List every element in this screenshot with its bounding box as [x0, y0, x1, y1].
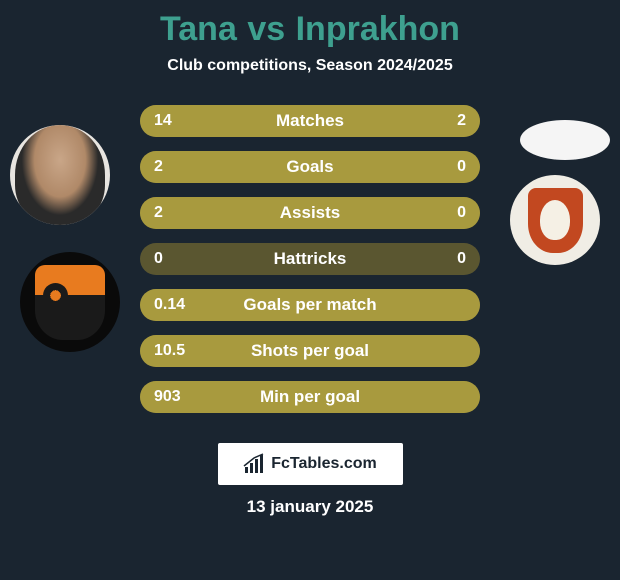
stat-label: Min per goal: [260, 387, 360, 407]
subtitle: Club competitions, Season 2024/2025: [0, 57, 620, 75]
stat-row: 903 Min per goal: [140, 381, 480, 413]
fctables-logo-text: FcTables.com: [271, 455, 377, 473]
stat-label: Goals: [286, 157, 333, 177]
fctables-logo[interactable]: FcTables.com: [218, 443, 403, 485]
player2-club-badge: [510, 175, 600, 265]
club-badge-icon: [35, 265, 105, 340]
player1-avatar: [10, 125, 110, 225]
stat-value-left: 903: [154, 388, 181, 406]
player1-club-badge: [20, 252, 120, 352]
stats-area: 14 Matches 2 2 Goals 0 2 Assists 0 0 Hattricks 0 0.1…: [140, 105, 480, 413]
stat-row: 2 Goals 0: [140, 151, 480, 183]
footer-date: 13 january 2025: [0, 497, 620, 517]
stat-row: 2 Assists 0: [140, 197, 480, 229]
stat-row: 0.14 Goals per match: [140, 289, 480, 321]
player1-photo-icon: [15, 125, 105, 225]
vs-label: vs: [247, 10, 285, 48]
stat-value-right: 2: [457, 112, 466, 130]
stat-label: Hattricks: [274, 249, 347, 269]
stat-row: 0 Hattricks 0: [140, 243, 480, 275]
stat-value-left: 2: [154, 204, 163, 222]
stat-value-right: 0: [457, 250, 466, 268]
title-row: Tana vs Inprakhon: [0, 10, 620, 49]
player2-avatar: [520, 120, 610, 160]
stat-value-left: 0.14: [154, 296, 185, 314]
stat-value-left: 0: [154, 250, 163, 268]
chart-icon: [243, 453, 265, 475]
stat-label: Assists: [280, 203, 340, 223]
club-badge-icon: [528, 188, 583, 253]
player2-name: Inprakhon: [296, 10, 460, 48]
stat-value-left: 10.5: [154, 342, 185, 360]
stat-row: 14 Matches 2: [140, 105, 480, 137]
comparison-card: Tana vs Inprakhon Club competitions, Sea…: [0, 0, 620, 580]
stat-row: 10.5 Shots per goal: [140, 335, 480, 367]
stat-label: Shots per goal: [251, 341, 369, 361]
stat-label: Matches: [276, 111, 344, 131]
stat-label: Goals per match: [243, 295, 376, 315]
stat-value-right: 0: [457, 204, 466, 222]
player1-name: Tana: [160, 10, 237, 48]
stat-value-left: 14: [154, 112, 172, 130]
stat-value-left: 2: [154, 158, 163, 176]
stat-value-right: 0: [457, 158, 466, 176]
